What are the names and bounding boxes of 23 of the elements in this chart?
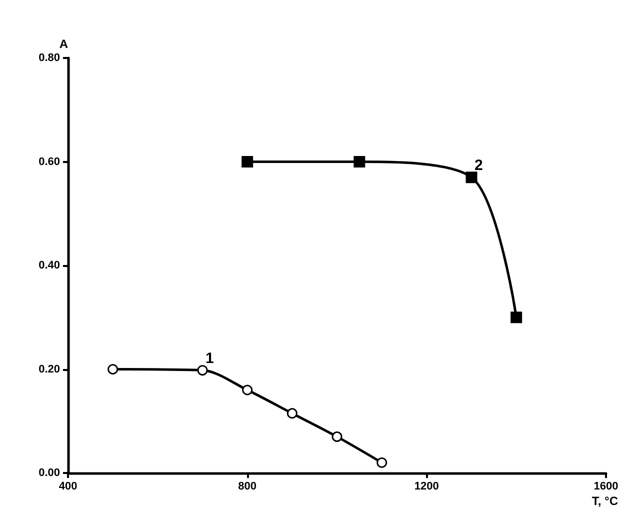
point bbox=[242, 384, 253, 396]
annotation: 2 bbox=[474, 156, 483, 174]
annotation: 1 bbox=[206, 350, 214, 367]
point bbox=[354, 156, 366, 168]
point bbox=[510, 312, 522, 324]
x-tick-label: 1600 bbox=[594, 480, 618, 492]
y-tick-label: 0.40 bbox=[38, 260, 60, 272]
y-axis-title: A bbox=[59, 37, 68, 51]
point bbox=[197, 365, 208, 376]
point bbox=[242, 156, 254, 168]
point bbox=[376, 457, 388, 468]
y-tick-label: 0.80 bbox=[38, 52, 60, 64]
y-tick-label: 0.20 bbox=[38, 363, 60, 376]
point bbox=[332, 431, 342, 442]
y-tick-label: 0.00 bbox=[38, 467, 60, 479]
x-axis-title: T, °C bbox=[592, 494, 618, 508]
x-tick-label: 800 bbox=[238, 480, 257, 492]
x-tick-label: 1200 bbox=[414, 480, 439, 492]
point bbox=[466, 172, 478, 184]
point bbox=[286, 408, 298, 419]
point bbox=[108, 364, 118, 374]
x-tick-label: 400 bbox=[58, 480, 78, 492]
y-tick-label: 0.60 bbox=[38, 156, 60, 168]
